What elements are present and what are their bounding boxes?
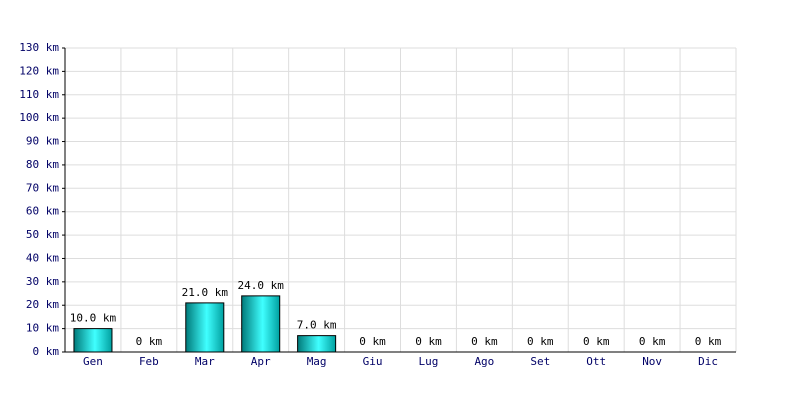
y-tick-label: 30 km (26, 275, 59, 288)
y-tick-label: 80 km (26, 158, 59, 171)
y-tick-label: 10 km (26, 322, 59, 335)
y-tick-label: 40 km (26, 251, 59, 264)
x-tick-label: Giu (363, 355, 383, 368)
y-tick-label: 100 km (19, 111, 59, 124)
y-tick-label: 60 km (26, 205, 59, 218)
value-label: 7.0 km (297, 319, 337, 332)
x-tick-label: Mag (307, 355, 327, 368)
y-tick-label: 50 km (26, 228, 59, 241)
x-tick-label: Nov (642, 355, 662, 368)
value-label: 10.0 km (70, 312, 117, 325)
x-tick-label: Gen (83, 355, 103, 368)
bar (185, 302, 225, 353)
y-tick-label: 0 km (33, 345, 60, 358)
x-tick-label: Mar (195, 355, 215, 368)
bar (297, 335, 337, 353)
y-tick-label: 90 km (26, 135, 59, 148)
value-label: 0 km (136, 335, 163, 348)
value-label: 0 km (359, 335, 386, 348)
bar (241, 295, 281, 353)
x-tick-label: Dic (698, 355, 718, 368)
x-tick-label: Ago (474, 355, 494, 368)
value-label: 0 km (527, 335, 554, 348)
y-tick-label: 130 km (19, 41, 59, 54)
value-label: 24.0 km (238, 279, 285, 292)
value-label: 21.0 km (182, 286, 229, 299)
x-tick-label: Apr (251, 355, 271, 368)
value-label: 0 km (639, 335, 666, 348)
x-tick-label: Ott (586, 355, 606, 368)
x-tick-label: Feb (139, 355, 159, 368)
y-tick-label: 70 km (26, 181, 59, 194)
y-tick-label: 120 km (19, 64, 59, 77)
y-tick-label: 110 km (19, 88, 59, 101)
value-label: 0 km (471, 335, 498, 348)
value-label: 0 km (695, 335, 722, 348)
value-label: 0 km (415, 335, 442, 348)
bar (73, 328, 113, 353)
x-tick-label: Lug (419, 355, 439, 368)
x-tick-label: Set (530, 355, 550, 368)
value-label: 0 km (583, 335, 610, 348)
y-tick-label: 20 km (26, 298, 59, 311)
